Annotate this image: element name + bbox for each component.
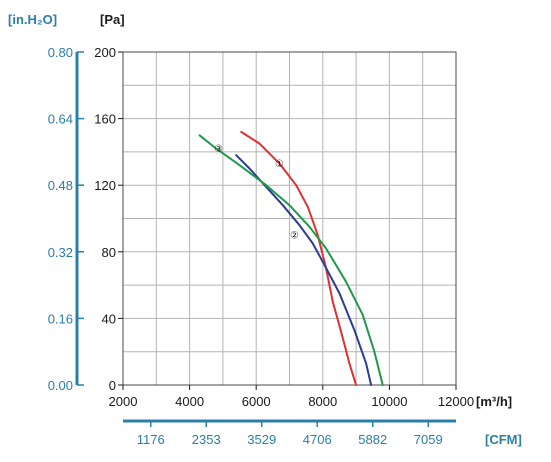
y-tick-label-secondary: 0.80 <box>48 45 73 60</box>
x-unit-main: [m³/h] <box>476 394 512 409</box>
y-tick-label: 40 <box>102 311 116 326</box>
curve-label-2: ② <box>290 230 299 241</box>
curve-label-3: ③ <box>214 144 223 155</box>
x-tick-label: 10000 <box>371 394 407 409</box>
x-tick-label: 4000 <box>175 394 204 409</box>
y-tick-label: 160 <box>94 112 116 127</box>
grid-lines <box>123 52 456 385</box>
curve-label-1: ① <box>275 159 284 170</box>
x-tick-label-secondary: 3529 <box>247 432 276 447</box>
x-tick-label-secondary: 1176 <box>137 432 165 447</box>
y-tick-label-secondary: 0.48 <box>48 178 73 193</box>
x-tick-label-secondary: 2353 <box>192 432 221 447</box>
y-unit-main: [Pa] <box>100 12 125 27</box>
curve-labels: ① ② ③ <box>214 144 299 242</box>
y-tick-label-secondary: 0.64 <box>48 112 73 127</box>
y-tick-label-secondary: 0.32 <box>48 245 73 260</box>
y-tick-label-secondary: 0.00 <box>48 378 73 393</box>
x-tick-label: 2000 <box>109 394 138 409</box>
y-tick-label: 80 <box>102 245 116 260</box>
y-tick-label-secondary: 0.16 <box>48 311 73 326</box>
y-tick-label: 120 <box>94 178 116 193</box>
y-tick-label: 200 <box>94 45 116 60</box>
x-unit-secondary: [CFM] <box>485 432 522 447</box>
y-unit-secondary: [in.H₂O] <box>8 12 57 27</box>
series-line-1 <box>240 130 358 386</box>
x-tick-label-secondary: 4706 <box>303 432 332 447</box>
x-tick-label: 6000 <box>242 394 271 409</box>
series-line-3 <box>198 134 384 386</box>
y-tick-label: 0 <box>109 378 116 393</box>
x-tick-label-secondary: 7059 <box>414 432 443 447</box>
plot-frame <box>122 51 457 386</box>
x-tick-label: 12000 <box>438 394 474 409</box>
x-tick-label-secondary: 5882 <box>358 432 387 447</box>
series-group <box>198 130 384 386</box>
x-tick-label: 8000 <box>308 394 337 409</box>
axis-texts: [in.H₂O] [Pa] [m³/h] [CFM] <box>8 12 522 447</box>
